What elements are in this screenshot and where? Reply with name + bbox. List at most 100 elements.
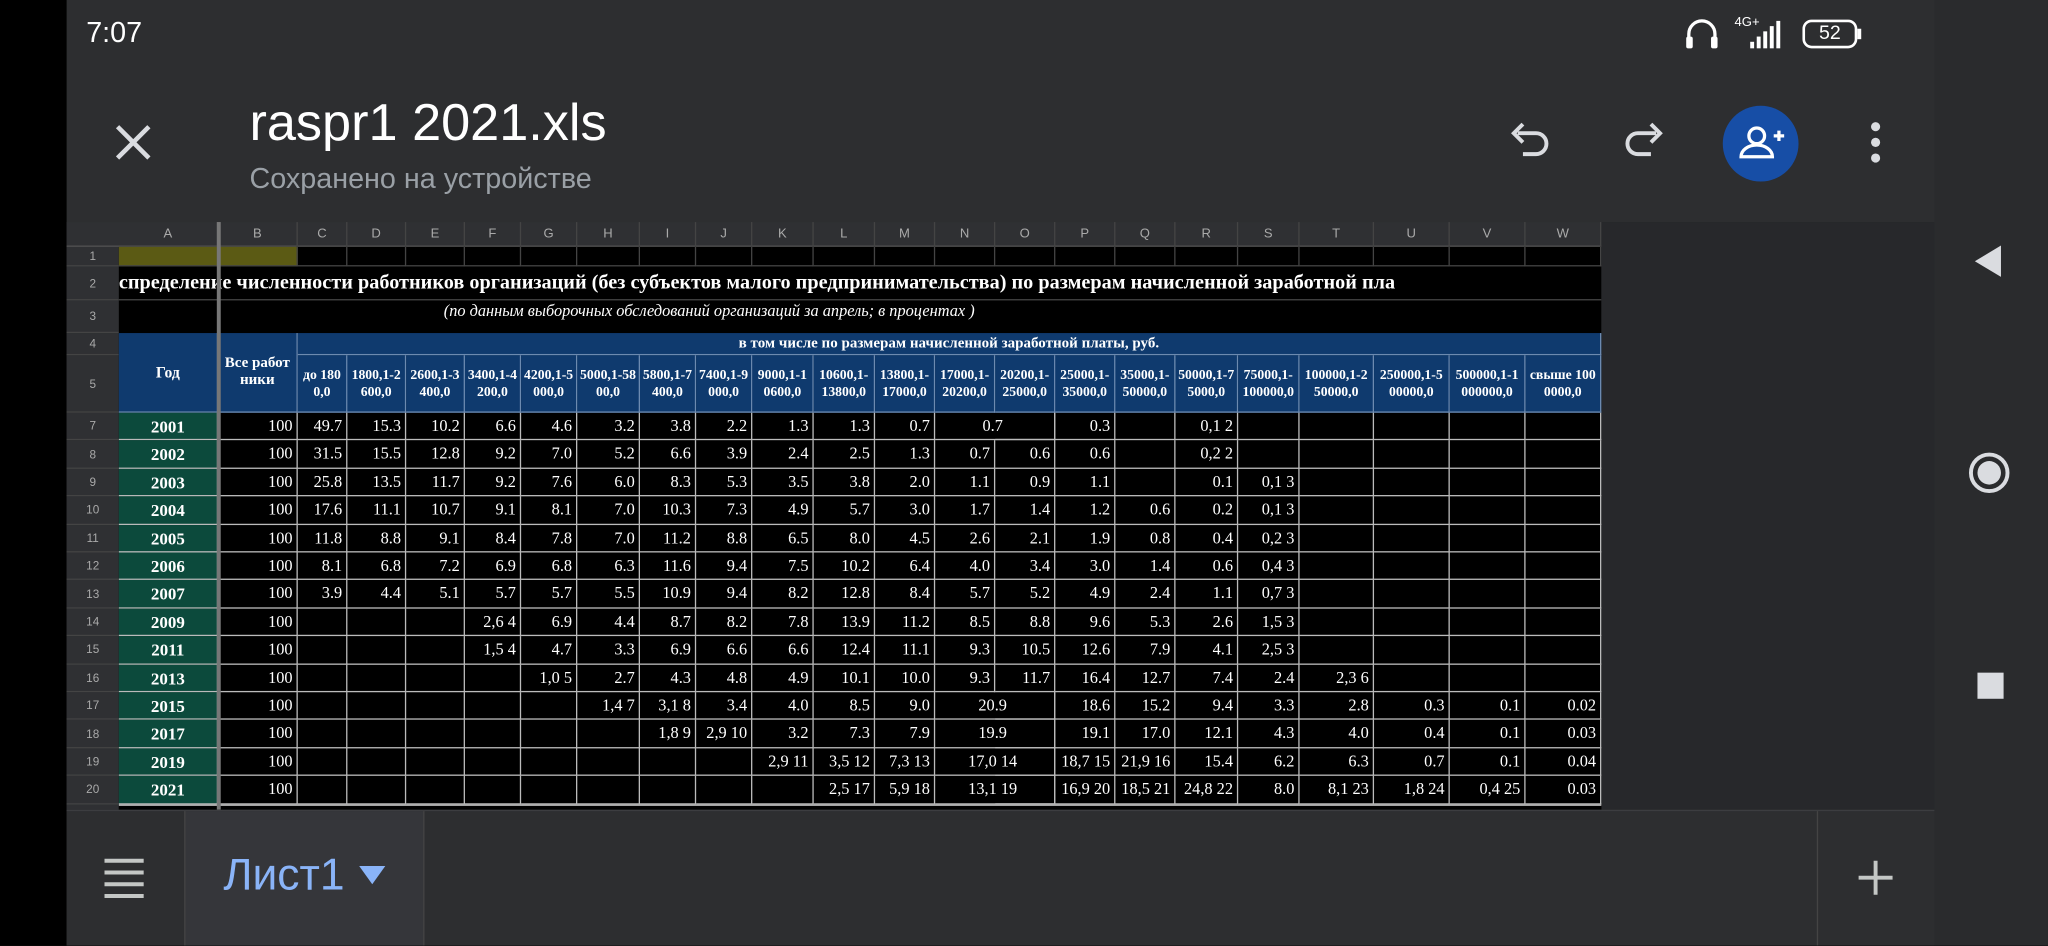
- more-button[interactable]: [1863, 120, 1889, 167]
- data-cell: 1.7: [935, 496, 996, 525]
- data-cell: 0,1 3: [1238, 468, 1300, 497]
- data-cell: 0.3: [1374, 692, 1450, 721]
- data-cell: 4.9: [752, 496, 814, 525]
- data-cell: 2.6: [1175, 608, 1239, 637]
- band-header: 17000,1-20200,0: [935, 355, 996, 413]
- data-cell: [1299, 552, 1375, 581]
- data-cell: 2.4: [1238, 664, 1300, 693]
- data-cell: 6.3: [1299, 748, 1375, 777]
- cell: [218, 246, 298, 267]
- row-number: 14: [66, 608, 119, 637]
- status-network: 4G+: [1734, 15, 1760, 31]
- data-cell: [406, 692, 465, 721]
- row-number: 20: [66, 776, 119, 805]
- band-header: 75000,1-100000,0: [1238, 355, 1300, 413]
- data-cell: 2.7: [577, 664, 640, 693]
- data-cell: [464, 720, 522, 749]
- row-number: 10: [66, 496, 119, 525]
- grid-line: [118, 299, 1602, 301]
- cell: [1525, 246, 1602, 267]
- data-cell: 6.9: [464, 552, 522, 581]
- data-cell: 10.7: [406, 496, 465, 525]
- sheets-menu-button[interactable]: [103, 857, 145, 899]
- data-cell: 3.5: [752, 468, 814, 497]
- data-cell: 2.4: [1115, 580, 1176, 609]
- column-header-strip: [66, 222, 1602, 247]
- data-cell: 8.4: [875, 580, 936, 609]
- data-cell: 1,5 4: [464, 636, 522, 665]
- data-cell: [347, 720, 407, 749]
- row-number: 9: [66, 468, 119, 497]
- data-cell: [1374, 552, 1450, 581]
- data-cell: [1449, 552, 1526, 581]
- cell: [696, 246, 753, 267]
- data-cell: 6.8: [347, 552, 407, 581]
- data-cell: 3.9: [297, 580, 348, 609]
- band-header: свыше 1000000,0: [1525, 355, 1602, 413]
- data-cell: 13.5: [347, 468, 407, 497]
- redo-button[interactable]: [1620, 120, 1667, 164]
- data-cell: 4.4: [347, 580, 407, 609]
- sheet-tab-name: Лист1: [223, 850, 345, 900]
- data-cell: [752, 776, 814, 805]
- data-cell: 10.1: [813, 664, 876, 693]
- data-cell: 15.2: [1115, 692, 1176, 721]
- data-cell: 8.8: [995, 608, 1056, 637]
- recents-button[interactable]: [1977, 672, 2004, 699]
- cell: [1175, 246, 1239, 267]
- data-cell: 1,5 3: [1238, 608, 1300, 637]
- data-cell: 8.8: [696, 524, 753, 553]
- data-cell: 1,0 5: [521, 664, 578, 693]
- data-cell: 11.7: [995, 664, 1056, 693]
- sheet-title: спределение численности работников орган…: [118, 271, 1396, 294]
- data-cell: 5.2: [995, 580, 1056, 609]
- data-cell: 1.1: [1055, 468, 1116, 497]
- data-cell: 1.3: [752, 412, 814, 441]
- cell: [752, 246, 814, 267]
- share-button[interactable]: [1721, 104, 1799, 182]
- data-cell: 3.3: [577, 636, 640, 665]
- undo-button[interactable]: [1507, 120, 1554, 164]
- data-cell: 4.6: [521, 412, 578, 441]
- data-cell: [521, 776, 578, 805]
- data-cell: [406, 748, 465, 777]
- data-cell: 8.5: [935, 608, 996, 637]
- data-cell: [1299, 636, 1375, 665]
- data-cell: 4.0: [935, 552, 996, 581]
- data-cell: 100: [218, 412, 298, 441]
- data-cell: 9.3: [935, 636, 996, 665]
- column-letter: G: [521, 222, 578, 247]
- data-cell: 10.9: [639, 580, 697, 609]
- band-header: 25000,1-35000,0: [1055, 355, 1116, 413]
- data-cell: 1,4 7: [577, 692, 640, 721]
- data-cell: [347, 664, 407, 693]
- data-cell: 0.03: [1525, 776, 1602, 805]
- add-sheet-button[interactable]: [1857, 859, 1894, 896]
- data-cell: [1374, 524, 1450, 553]
- close-button[interactable]: [112, 121, 154, 163]
- status-battery: 52: [1818, 22, 1841, 45]
- sheet-tab-dropdown[interactable]: [358, 865, 387, 886]
- back-button[interactable]: [1974, 245, 2001, 277]
- data-cell: 2,3 6: [1299, 664, 1375, 693]
- data-cell: [1525, 608, 1602, 637]
- data-cell: 100: [218, 552, 298, 581]
- data-cell: 6.6: [752, 636, 814, 665]
- band-header: 9000,1-10600,0: [752, 355, 814, 413]
- data-cell: 0,1 2: [1175, 412, 1239, 441]
- data-cell: [1525, 636, 1602, 665]
- data-cell: [464, 776, 522, 805]
- data-cell: 4.3: [639, 664, 697, 693]
- data-cell: 0.1: [1449, 720, 1526, 749]
- data-cell: [297, 608, 348, 637]
- home-button[interactable]: [1968, 452, 2010, 494]
- data-cell: 17,0 14: [935, 748, 1056, 777]
- sheet-tab[interactable]: [184, 811, 425, 946]
- data-cell: [639, 748, 697, 777]
- data-cell: 100: [218, 748, 298, 777]
- cell: [813, 246, 876, 267]
- data-cell: 9.2: [464, 440, 522, 469]
- data-cell: 2,9 10: [696, 720, 753, 749]
